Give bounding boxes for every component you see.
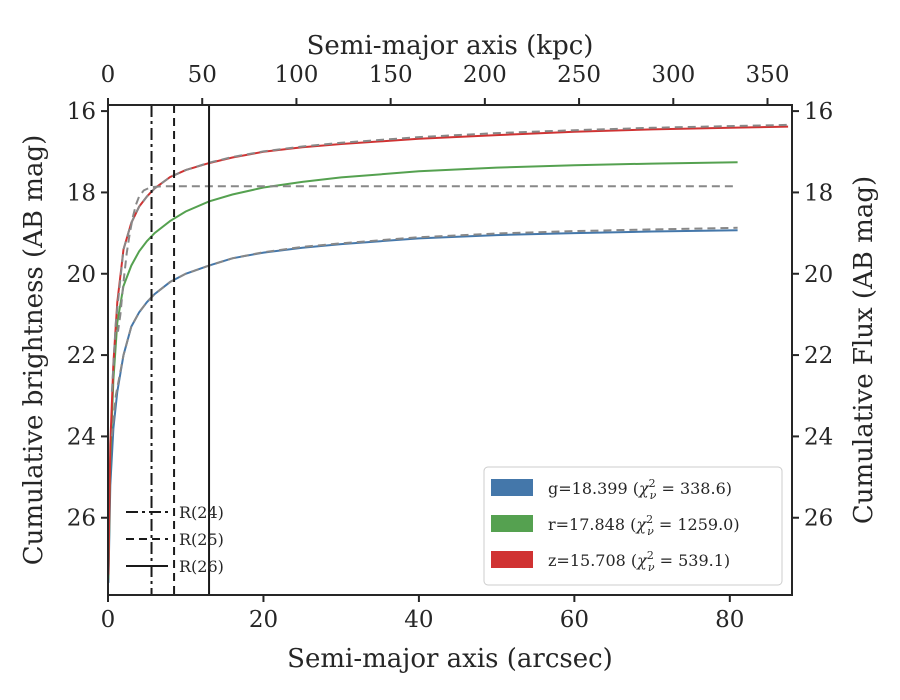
radius-legend-label: R(24): [179, 503, 224, 522]
y2-tick-label: 24: [804, 424, 833, 450]
x-axis-title: Semi-major axis (arcsec): [287, 644, 613, 674]
x2-tick-label: 250: [557, 62, 601, 88]
model-line-z-model: [110, 123, 789, 392]
legend-swatch-g: [491, 479, 533, 496]
model-line-g-model: [110, 226, 738, 437]
radius-legend: R(24) R(25) R(26): [126, 503, 224, 576]
legend-swatch-z: [491, 551, 533, 568]
band-legend: g=18.399 (χ2 ν = 338.6) r=17.848 (χ2 ν = 12…: [483, 466, 783, 586]
x-tick-label: 80: [715, 607, 744, 633]
x2-tick-label: 350: [746, 62, 790, 88]
x2-tick-label: 300: [651, 62, 695, 88]
legend-label-g: g=18.399 (χ2 ν = 338.6): [548, 477, 732, 502]
y-tick-label: 18: [67, 180, 96, 206]
axis-ticks: 0 20 40 60 80 0 50 100 150 200 250 300 350 16 18 20 22 24…: [67, 62, 834, 633]
y-tick-label: 22: [67, 343, 96, 369]
legend-items: g=18.399 (χ2 ν = 338.6) r=17.848 (χ2 ν = 12…: [491, 477, 740, 574]
y2-tick-label: 16: [804, 99, 833, 125]
radius-legend-label: R(25): [179, 530, 224, 549]
legend-swatch-r: [491, 515, 533, 532]
x-tick-label: 20: [249, 607, 278, 633]
legend-label-r: r=17.848 (χ2 ν = 1259.0): [548, 513, 740, 538]
radius-legend-label: R(26): [179, 557, 224, 576]
x-tick-label: 0: [101, 607, 116, 633]
y2-tick-label: 18: [804, 180, 833, 206]
radius-markers: [150, 105, 211, 595]
y-tick-label: 24: [67, 424, 96, 450]
series-line-r: [108, 161, 738, 579]
plot-frame: [107, 104, 793, 596]
y-axis-title: Cumulative brightness (AB mag): [19, 135, 49, 566]
x-tick-label: 40: [404, 607, 433, 633]
legend-label-z: z=15.708 (χ2 ν = 539.1): [548, 549, 730, 574]
legend-box: [483, 466, 783, 586]
x2-tick-label: 50: [188, 62, 217, 88]
x2-tick-label: 150: [369, 62, 413, 88]
x2-tick-label: 0: [101, 62, 116, 88]
y2-tick-label: 20: [804, 262, 833, 288]
x2-tick-label: 200: [463, 62, 507, 88]
y-tick-label: 26: [67, 506, 96, 532]
y2-axis-title: Cumulative Flux (AB mag): [849, 176, 879, 524]
y2-tick-label: 26: [804, 506, 833, 532]
x2-tick-label: 100: [274, 62, 318, 88]
y-tick-label: 16: [67, 99, 96, 125]
model-line-r-model: [115, 185, 738, 332]
x-tick-label: 60: [560, 607, 589, 633]
plot-series: [108, 123, 789, 583]
y-tick-label: 20: [67, 262, 96, 288]
y2-tick-label: 22: [804, 343, 833, 369]
x2-axis-title: Semi-major axis (kpc): [307, 31, 594, 61]
